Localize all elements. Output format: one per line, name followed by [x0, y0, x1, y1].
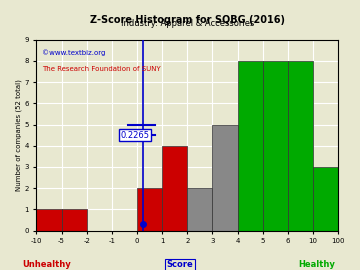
Text: Industry: Apparel & Accessories: Industry: Apparel & Accessories: [121, 19, 254, 28]
Title: Z-Score Histogram for SQBG (2016): Z-Score Histogram for SQBG (2016): [90, 15, 285, 25]
Bar: [162, 146, 187, 231]
Bar: [187, 188, 212, 231]
Bar: [313, 167, 338, 231]
Bar: [212, 124, 238, 231]
Bar: [238, 61, 263, 231]
Y-axis label: Number of companies (52 total): Number of companies (52 total): [15, 79, 22, 191]
Text: 0.2265: 0.2265: [121, 131, 150, 140]
Bar: [62, 209, 87, 231]
Bar: [36, 209, 62, 231]
Text: Healthy: Healthy: [298, 260, 335, 269]
Text: Unhealthy: Unhealthy: [22, 260, 71, 269]
Bar: [288, 61, 313, 231]
Text: The Research Foundation of SUNY: The Research Foundation of SUNY: [42, 66, 161, 72]
Text: ©www.textbiz.org: ©www.textbiz.org: [42, 49, 106, 56]
Bar: [263, 61, 288, 231]
Text: Score: Score: [167, 260, 193, 269]
Bar: [137, 188, 162, 231]
